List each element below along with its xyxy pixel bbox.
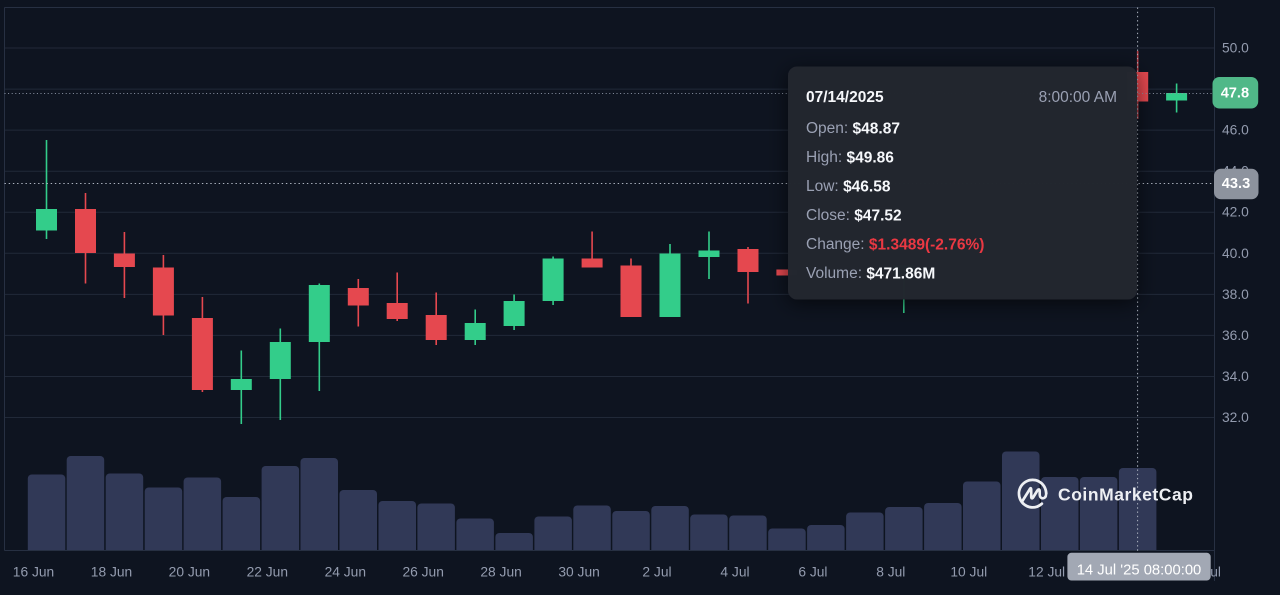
svg-text:Low: $46.58: Low: $46.58 — [806, 178, 891, 195]
svg-text:30 Jun: 30 Jun — [558, 565, 599, 580]
svg-text:36.0: 36.0 — [1222, 328, 1249, 343]
svg-text:6 Jul: 6 Jul — [798, 565, 827, 580]
svg-text:Change: $1.3489(-2.76%): Change: $1.3489(-2.76%) — [806, 236, 984, 253]
svg-text:Open: $48.87: Open: $48.87 — [806, 120, 900, 137]
svg-text:16 Jun: 16 Jun — [13, 565, 54, 580]
svg-text:20 Jun: 20 Jun — [169, 565, 210, 580]
svg-text:14 Jul '25 08:00:00: 14 Jul '25 08:00:00 — [1077, 563, 1202, 579]
svg-text:12 Jul: 12 Jul — [1028, 565, 1065, 580]
svg-text:18 Jun: 18 Jun — [91, 565, 132, 580]
svg-text:34.0: 34.0 — [1222, 369, 1249, 384]
svg-text:42.0: 42.0 — [1222, 205, 1249, 220]
svg-text:07/14/2025: 07/14/2025 — [806, 89, 884, 106]
svg-text:CoinMarketCap: CoinMarketCap — [1058, 485, 1194, 505]
svg-text:Volume: $471.86M: Volume: $471.86M — [806, 265, 935, 282]
svg-text:24 Jun: 24 Jun — [325, 565, 366, 580]
svg-text:10 Jul: 10 Jul — [950, 565, 987, 580]
svg-text:40.0: 40.0 — [1222, 246, 1249, 261]
svg-text:47.8: 47.8 — [1221, 85, 1249, 101]
svg-text:4 Jul: 4 Jul — [720, 565, 749, 580]
svg-text:High: $49.86: High: $49.86 — [806, 149, 894, 166]
svg-text:26 Jun: 26 Jun — [402, 565, 443, 580]
svg-text:8 Jul: 8 Jul — [876, 565, 905, 580]
svg-text:38.0: 38.0 — [1222, 287, 1249, 302]
svg-text:43.3: 43.3 — [1222, 176, 1250, 192]
svg-text:46.0: 46.0 — [1222, 123, 1249, 138]
svg-text:8:00:00 AM: 8:00:00 AM — [1039, 89, 1117, 106]
svg-text:50.0: 50.0 — [1222, 41, 1249, 56]
svg-text:32.0: 32.0 — [1222, 410, 1249, 425]
svg-text:28 Jun: 28 Jun — [480, 565, 521, 580]
svg-text:22 Jun: 22 Jun — [247, 565, 288, 580]
svg-text:Close: $47.52: Close: $47.52 — [806, 207, 902, 224]
svg-text:2 Jul: 2 Jul — [642, 565, 671, 580]
